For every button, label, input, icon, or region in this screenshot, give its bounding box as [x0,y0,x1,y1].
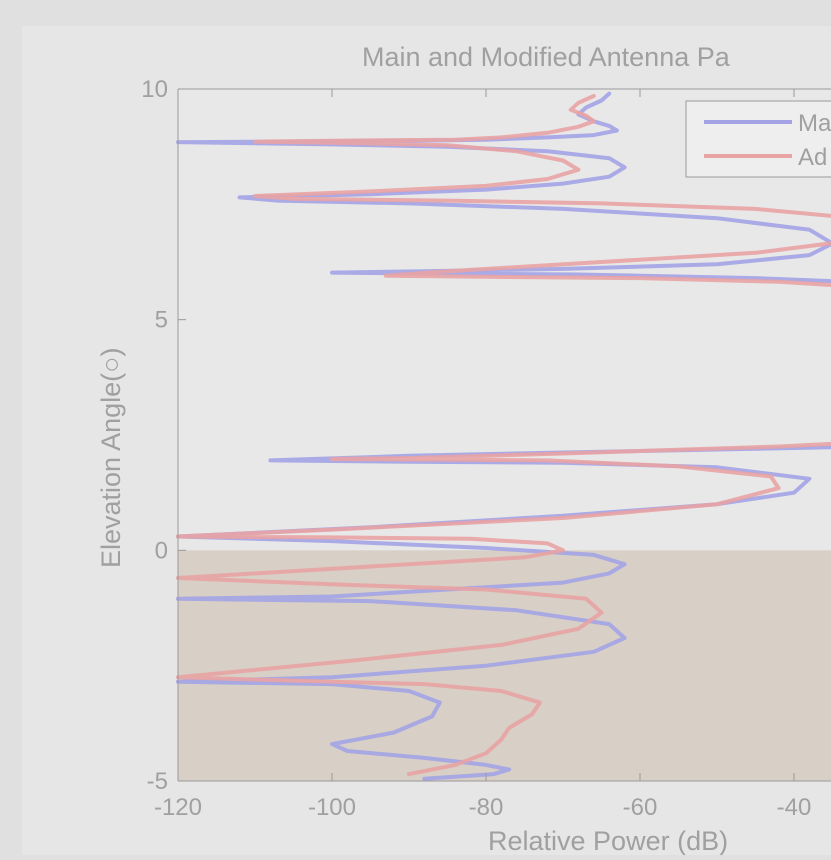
x-tick-label: -100 [308,794,356,821]
legend: Ma Ad [685,100,831,178]
legend-label-ma: Ma [798,110,831,137]
legend-box [685,100,831,178]
ticks-layer: -120 -100 -80 -60 -40 -5 0 5 10 [141,76,811,821]
x-tick-label: -60 [623,794,658,821]
y-tick-label: 10 [141,76,168,103]
x-axis-label: Relative Power (dB) [488,826,728,855]
axes-layer [177,88,831,782]
y-axis-label: Elevation Angle(○) [96,348,126,568]
y-tick-label: -5 [147,768,168,795]
y-tick-label: 5 [155,307,168,334]
chart-title: Main and Modified Antenna Pa [362,42,731,72]
x-tick-label: -40 [777,794,812,821]
series-layer [176,91,831,781]
legend-label-ad: Ad [798,144,827,171]
series-line-ad [176,93,831,777]
x-tick-label: -80 [469,794,504,821]
x-tick-label: -120 [154,794,202,821]
y-tick-label: 0 [155,537,168,564]
